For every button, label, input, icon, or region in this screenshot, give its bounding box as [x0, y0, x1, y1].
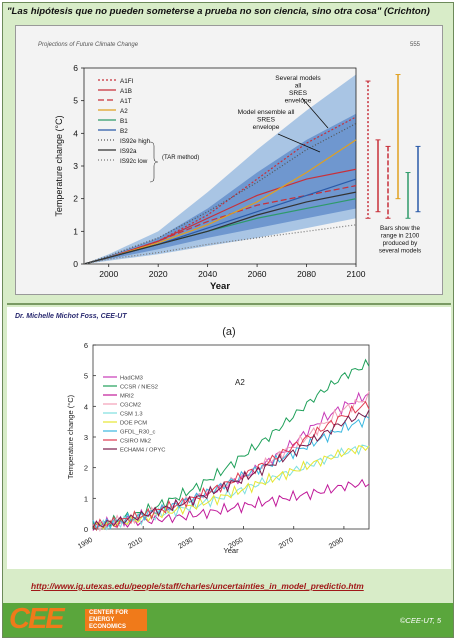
x-tick-label-2060: 2060: [248, 269, 267, 279]
x-tick-label-2070: 2070: [278, 537, 295, 551]
section-divider: [7, 303, 451, 305]
legend-label-a2: A2: [120, 108, 128, 115]
legend: HadCM3 CCSR / NIES2 MRI2 CGCM2 CSM 1.3 DOE PC…: [103, 376, 165, 454]
model-line-doe-pcm: [92, 445, 370, 530]
x-tick-label-2010: 2010: [127, 537, 144, 551]
inner-envelope: [84, 113, 356, 264]
model-line-gfdl-r30-c: [92, 414, 370, 530]
page-number: 555: [410, 42, 421, 48]
footer-bar: CEE CENTER FOR ENERGY ECONOMICS ©CEE-UT,…: [3, 603, 453, 637]
legend-label-a1b: A1B: [120, 88, 132, 95]
model-chart-panel: (a) A2 1990 2010 2030 2050 2070 2090 0 1 2 3 4 5 6 Year…: [7, 307, 451, 569]
legend-label-ccsr-nies2: CCSR / NIES2: [120, 385, 158, 391]
logo-line-3: ECONOMICS: [89, 624, 127, 630]
y-tick-label-0: 0: [84, 525, 88, 534]
x-axis-label: Year: [210, 281, 230, 292]
logo-orange-box: [85, 609, 147, 631]
x-tick-label-2080: 2080: [297, 269, 316, 279]
legend-label-gfdl-r30-c: GFDL_R30_c: [120, 430, 156, 436]
legend-label-a1fi: A1FI: [120, 78, 134, 85]
y-tick-label-3: 3: [84, 433, 88, 442]
legend-label-doe-pcm: DOE PCM: [120, 421, 147, 427]
legend: A1FI A1B A1T A2 B1 B2 IS92e high IS92a IS92c low…: [98, 78, 199, 183]
y-tick-label-6: 6: [84, 341, 88, 350]
logo-subtitle: CENTER FOR ENERGY ECONOMICS: [89, 610, 128, 631]
y-tick-label-5: 5: [84, 372, 88, 381]
y-tick-label-1: 1: [84, 494, 88, 503]
tar-method-label: (TAR method): [162, 155, 199, 161]
legend-label-csiro-mk2: CSIRO Mk2: [120, 439, 151, 445]
legend-label-is92c-low: IS92c low: [120, 158, 148, 165]
model-line-mri2: [92, 478, 370, 531]
y-tick-label-2: 2: [73, 194, 78, 204]
model-line-ccsr-nies2: [92, 358, 370, 531]
x-tick-label-2100: 2100: [347, 269, 366, 279]
legend-label-cgcm2: CGCM2: [120, 403, 141, 409]
copyright-text: ©CEE-UT, 5: [399, 616, 441, 625]
series-line-a1t: [83, 185, 357, 265]
crichton-quote: "Las hipótesis que no pueden someterse a…: [7, 6, 430, 17]
plot-frame: [92, 344, 370, 530]
series-line-is92a: [83, 191, 357, 265]
y-tick-label-3: 3: [73, 161, 78, 171]
x-tick-label-2090: 2090: [328, 537, 345, 551]
logo-line-1: CENTER FOR: [89, 610, 128, 616]
legend-label-echam4-opyc: ECHAM4 / OPYC: [120, 448, 165, 454]
x-tick-label-1990: 1990: [77, 537, 94, 551]
x-tick-label-2020: 2020: [149, 269, 168, 279]
legend-label-mri2: MRI2: [120, 394, 134, 400]
legend-label-hadcm3: HadCM3: [120, 376, 143, 382]
tar-bracket: [149, 141, 159, 183]
y-tick-label-5: 5: [73, 96, 78, 106]
y-axis-label: Temperature change (°C): [54, 115, 64, 216]
inner-envelope-arrow: [277, 133, 321, 153]
y-axis-label: Temperature change (°C): [66, 394, 75, 479]
range-bars-note: Bars show the range in 2100 produced by sev…: [379, 225, 421, 255]
legend-label-is92a: IS92a: [120, 148, 137, 155]
scenario-label: A2: [235, 378, 245, 387]
x-tick-label-2030: 2030: [177, 537, 194, 551]
cee-logo-mark: CEE: [9, 603, 65, 635]
y-tick-label-4: 4: [84, 402, 88, 411]
legend-label-b1: B1: [120, 118, 128, 125]
y-tick-label-2: 2: [84, 464, 88, 473]
inner-envelope-label: Model ensemble all SRES envelope: [238, 109, 295, 131]
y-tick-label-1: 1: [73, 226, 78, 236]
y-tick-label-6: 6: [73, 63, 78, 73]
model-line-echam4-opyc: [92, 409, 370, 529]
y-tick-label-4: 4: [73, 128, 78, 138]
legend-label-is92e-high: IS92e high: [120, 138, 151, 145]
source-link[interactable]: http://www.ig.utexas.edu/people/staff/ch…: [31, 581, 364, 591]
author-credit: Dr. Michelle Michot Foss, CEE-UT: [15, 313, 127, 320]
chart-title: Projections of Future Climate Change: [38, 42, 139, 48]
legend-label-csm-1-3: CSM 1.3: [120, 412, 143, 418]
y-tick-label-0: 0: [73, 259, 78, 269]
x-tick-label-2040: 2040: [198, 269, 217, 279]
ipcc-chart-panel: Projections of Future Climate Change 555 2…: [15, 25, 443, 295]
legend-label-b2: B2: [120, 128, 128, 135]
ipcc-projection-chart: Projections of Future Climate Change 555 2…: [38, 42, 421, 292]
x-axis-label: Year: [223, 546, 239, 555]
cee-logo: CEE CENTER FOR ENERGY ECONOMICS: [9, 603, 179, 635]
outer-envelope-arrow: [301, 97, 329, 129]
outer-envelope-label: Several models all SRES envelope: [275, 75, 321, 105]
chart-title: (a): [222, 326, 235, 338]
x-tick-label-2000: 2000: [99, 269, 118, 279]
legend-label-a1t: A1T: [120, 98, 132, 105]
logo-line-2: ENERGY: [89, 617, 115, 623]
